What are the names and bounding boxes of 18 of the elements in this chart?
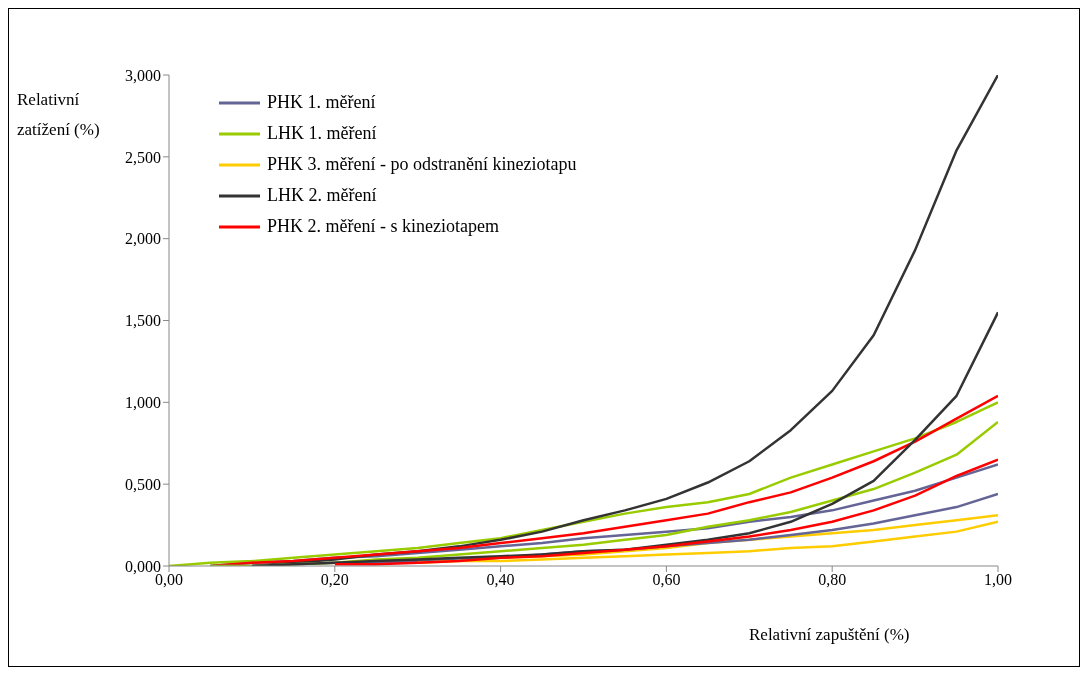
legend-label: PHK 3. měření - po odstranění kineziotapu	[267, 154, 577, 175]
y-tick-label: 1,500	[125, 312, 161, 330]
y-tick-label: 2,500	[125, 148, 161, 166]
x-axis-title: Relativní zapuštění (%)	[749, 625, 910, 645]
y-tick-label: 0,500	[125, 475, 161, 493]
x-tick-label: 0,60	[652, 571, 681, 589]
x-tick-label: 0,80	[818, 571, 847, 589]
x-tick-label: 1,00	[984, 571, 1012, 589]
legend-label: PHK 1. měření	[267, 92, 376, 113]
x-tick-label: 0,40	[486, 571, 515, 589]
y-tick-label: 2,000	[125, 230, 161, 248]
legend-label: LHK 1. měření	[267, 123, 377, 144]
y-axis-title: Relativní zatížení (%)	[17, 89, 101, 141]
x-tick-label: 0,20	[320, 571, 349, 589]
legend-label: LHK 2. měření	[267, 185, 377, 206]
y-tick-label: 3,000	[125, 66, 161, 84]
y-tick-label: 1,000	[125, 394, 161, 412]
legend-label: PHK 2. měření - s kineziotapem	[267, 216, 499, 237]
